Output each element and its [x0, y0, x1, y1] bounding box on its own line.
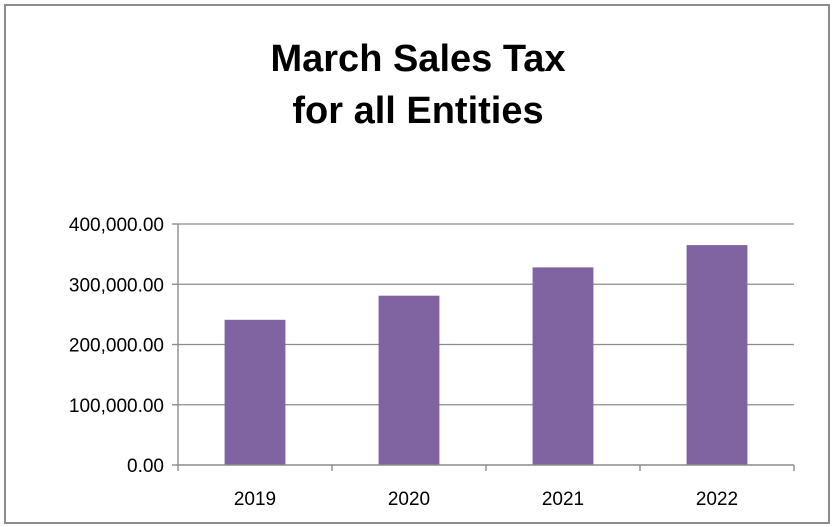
- y-tick-label: 200,000.00: [69, 336, 164, 357]
- y-tick-label: 300,000.00: [69, 275, 164, 296]
- x-tick-label: 2019: [234, 489, 276, 510]
- x-tick-label: 2022: [696, 489, 738, 510]
- y-tick-labels: 0.00 100,000.00 200,000.00 300,000.00 400,00…: [69, 215, 164, 477]
- y-tick-label: 100,000.00: [69, 396, 164, 417]
- y-tick-label: 0.00: [127, 456, 164, 477]
- chart-title: March Sales Tax for all Entities: [270, 38, 565, 132]
- bar-2021: [532, 267, 594, 465]
- x-tick-label: 2020: [388, 489, 430, 510]
- bar-2019: [224, 319, 286, 465]
- chart-title-line-2: for all Entities: [292, 90, 543, 132]
- bar-2022: [686, 245, 748, 465]
- x-tick-label: 2021: [542, 489, 584, 510]
- chart-title-line-1: March Sales Tax: [270, 38, 565, 80]
- axes: [172, 223, 795, 471]
- bar-2020: [378, 295, 440, 465]
- y-tick-label: 400,000.00: [69, 215, 164, 236]
- x-tick-labels: 2019 2020 2021 2022: [234, 489, 738, 510]
- bars: [224, 245, 748, 465]
